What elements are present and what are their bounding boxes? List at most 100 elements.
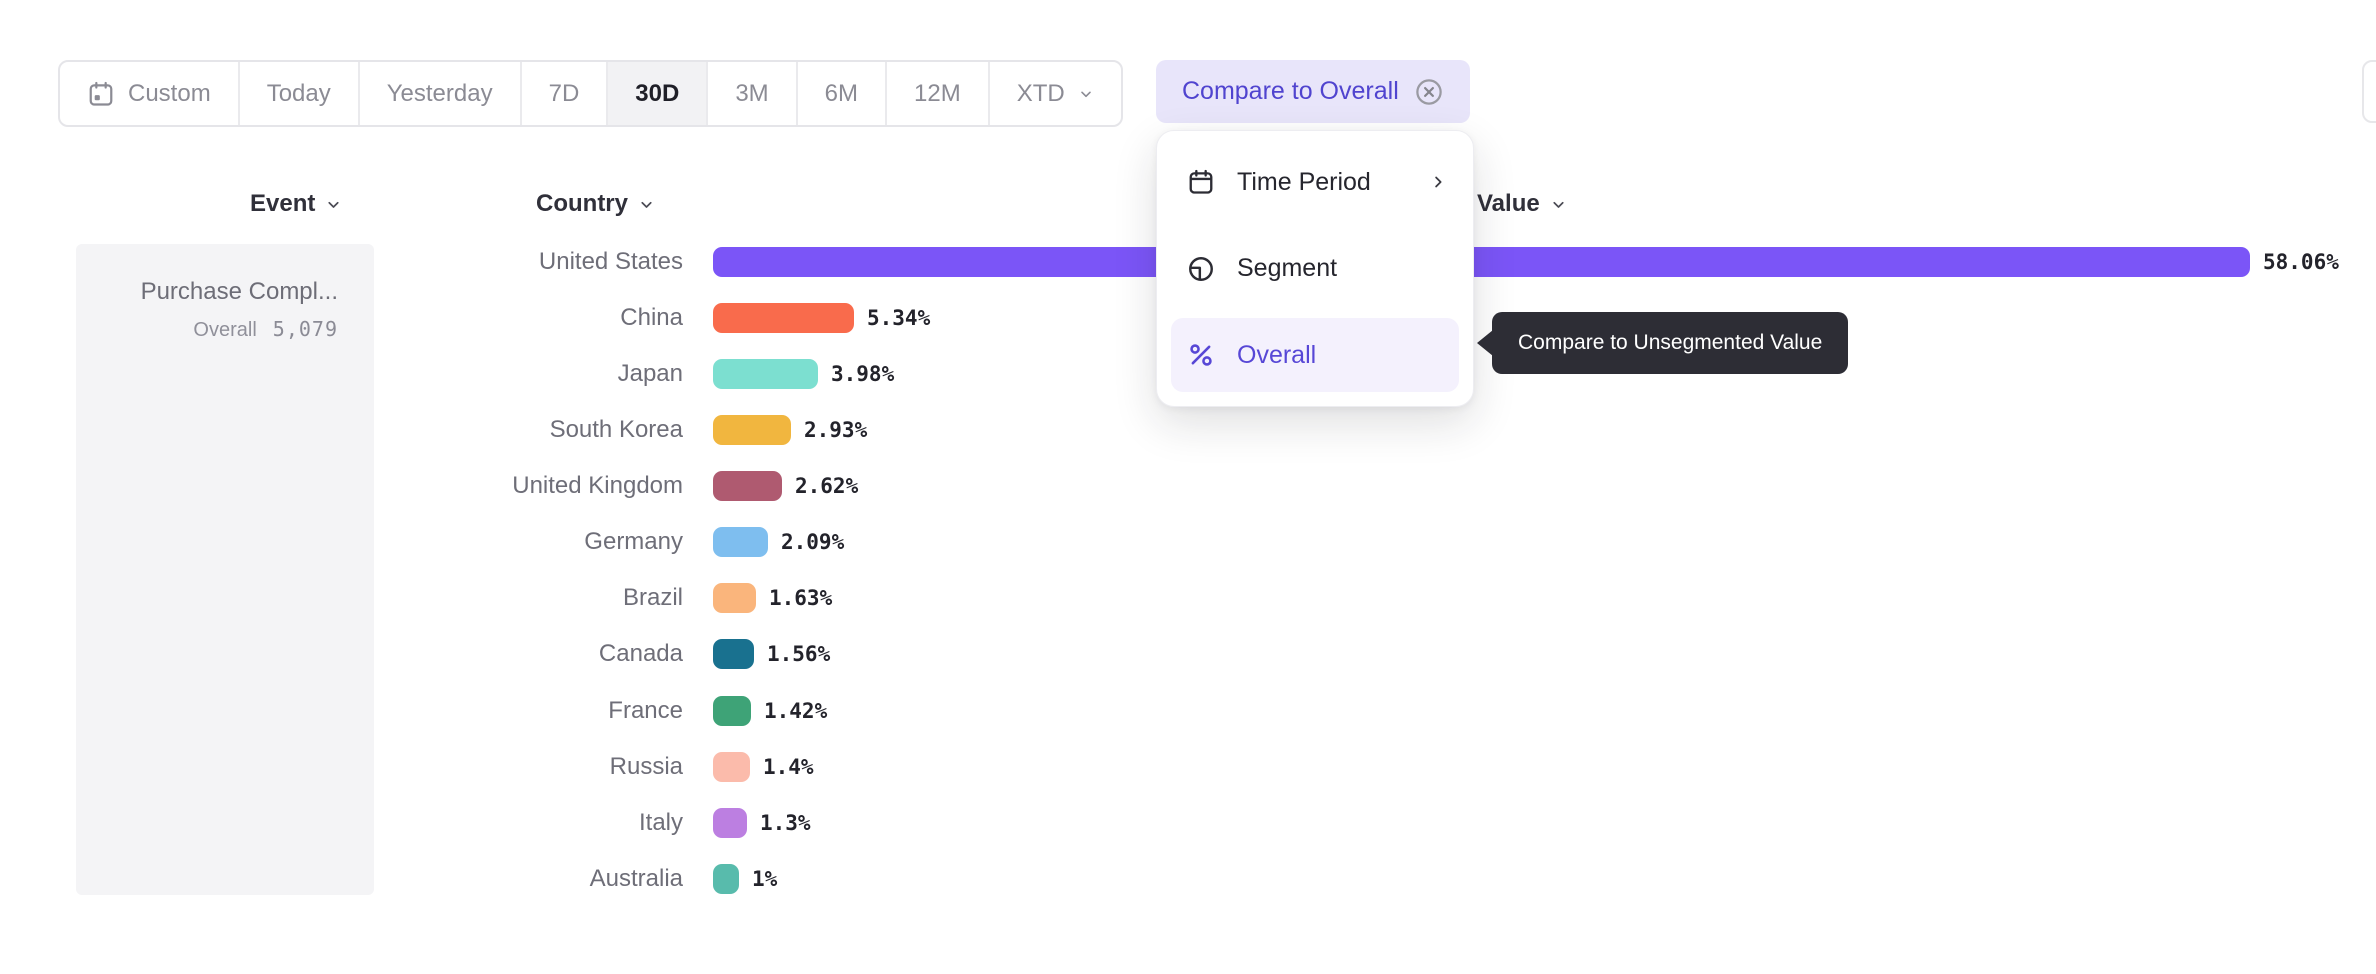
chart-row-australia: Australia 1% xyxy=(0,864,2376,894)
period-button-today[interactable]: Today xyxy=(240,62,360,125)
country-bar[interactable] xyxy=(713,696,751,726)
chart-row-united-states: United States 58.06% xyxy=(0,247,2376,277)
country-label: Germany xyxy=(584,528,683,555)
country-label: United Kingdom xyxy=(512,472,683,499)
chart-row-italy: Italy 1.3% xyxy=(0,808,2376,838)
period-button-label: Today xyxy=(266,79,331,107)
chevron-down-icon xyxy=(1550,196,1567,213)
country-bar[interactable] xyxy=(713,303,854,333)
country-bar[interactable] xyxy=(713,583,756,613)
country-bar[interactable] xyxy=(713,808,747,838)
country-label: Russia xyxy=(609,753,683,780)
country-label: South Korea xyxy=(549,416,683,443)
period-button-30d[interactable]: 30D xyxy=(608,62,709,125)
tooltip-text: Compare to Unsegmented Value xyxy=(1518,331,1823,354)
period-button-label: 6M xyxy=(824,79,858,107)
value-column-header[interactable]: Value xyxy=(1477,190,1567,218)
menu-item-segment[interactable]: Segment xyxy=(1171,232,1459,306)
chart-row-germany: Germany 2.09% xyxy=(0,527,2376,557)
period-button-12m[interactable]: 12M xyxy=(887,62,990,125)
country-label: United States xyxy=(538,248,683,275)
period-button-label: XTD xyxy=(1016,79,1065,107)
chart-row-south-korea: South Korea 2.93% xyxy=(0,415,2376,445)
compare-pill-label: Compare to Overall xyxy=(1182,77,1399,105)
menu-item-overall[interactable]: Overall xyxy=(1171,318,1459,392)
country-label: Australia xyxy=(589,865,683,892)
country-bar[interactable] xyxy=(713,415,791,445)
calendar-period-icon xyxy=(1187,168,1215,196)
period-button-yesterday[interactable]: Yesterday xyxy=(360,62,522,125)
chevron-right-icon xyxy=(1429,173,1447,191)
segment-icon xyxy=(1187,255,1215,283)
remove-compare-icon[interactable] xyxy=(1414,77,1444,107)
clipped-control-right-edge xyxy=(2362,60,2376,123)
period-button-xtd[interactable]: XTD xyxy=(990,62,1121,125)
menu-item-time-period[interactable]: Time Period xyxy=(1171,145,1459,219)
chevron-down-icon xyxy=(638,196,655,213)
event-header-label: Event xyxy=(250,190,316,217)
country-column-header[interactable]: Country xyxy=(536,190,655,218)
country-bar[interactable] xyxy=(713,752,750,782)
chart-row-canada: Canada 1.56% xyxy=(0,639,2376,669)
period-button-3m[interactable]: 3M xyxy=(708,62,798,125)
country-bar[interactable] xyxy=(713,471,782,501)
menu-item-label: Time Period xyxy=(1237,167,1371,196)
country-label: Italy xyxy=(638,809,683,836)
country-value: 2.93% xyxy=(804,418,868,442)
chart-row-russia: Russia 1.4% xyxy=(0,752,2376,782)
period-button-label: 12M xyxy=(914,79,961,107)
country-value: 2.09% xyxy=(781,530,845,554)
event-overall-row: Overall 5,079 xyxy=(76,317,338,342)
country-value: 1.42% xyxy=(764,699,828,723)
period-button-label: 30D xyxy=(635,79,680,107)
period-button-label: Custom xyxy=(128,79,211,107)
country-value: 3.98% xyxy=(831,362,895,386)
country-value: 1.3% xyxy=(760,811,811,835)
overall-label: Overall xyxy=(193,319,257,341)
chart-row-france: France 1.42% xyxy=(0,696,2376,726)
menu-item-label: Overall xyxy=(1237,340,1317,369)
period-button-custom[interactable]: Custom xyxy=(60,62,240,125)
country-label: Japan xyxy=(617,360,683,387)
chevron-down-icon xyxy=(1078,86,1094,102)
menu-item-label: Segment xyxy=(1237,254,1338,282)
overall-tooltip: Compare to Unsegmented Value xyxy=(1476,312,1849,374)
compare-dropdown-menu: Time Period Segment Overall xyxy=(1156,130,1474,407)
period-button-7d[interactable]: 7D xyxy=(522,62,609,125)
period-button-label: 7D xyxy=(548,79,580,107)
country-label: Canada xyxy=(598,640,683,667)
event-name: Purchase Compl... xyxy=(140,278,338,305)
period-button-label: 3M xyxy=(735,79,769,107)
percent-icon xyxy=(1187,341,1215,369)
event-panel[interactable]: Purchase Compl... Overall 5,079 xyxy=(76,244,374,895)
compare-to-overall-pill[interactable]: Compare to Overall xyxy=(1156,60,1470,123)
country-bar[interactable] xyxy=(713,639,754,669)
value-header-label: Value xyxy=(1477,190,1540,217)
chart-row-brazil: Brazil 1.63% xyxy=(0,583,2376,613)
event-column-header[interactable]: Event xyxy=(250,190,342,218)
country-value: 1.63% xyxy=(769,586,833,610)
period-button-label: Yesterday xyxy=(386,79,493,107)
country-header-label: Country xyxy=(536,190,628,217)
country-label: Brazil xyxy=(622,584,683,611)
chart-row-china: China 5.34% xyxy=(0,303,2376,333)
country-value: 1% xyxy=(752,867,778,891)
chart-row-japan: Japan 3.98% xyxy=(0,359,2376,389)
country-bar[interactable] xyxy=(713,247,2250,277)
country-bar[interactable] xyxy=(713,527,768,557)
country-bar[interactable] xyxy=(713,864,739,894)
overall-count: 5,079 xyxy=(272,317,338,341)
chevron-down-icon xyxy=(325,196,342,213)
country-label: China xyxy=(620,304,683,331)
country-value: 5.34% xyxy=(867,306,931,330)
chart-row-united-kingdom: United Kingdom 2.62% xyxy=(0,471,2376,501)
calendar-icon xyxy=(87,80,115,108)
country-value: 1.56% xyxy=(767,642,831,666)
country-label: France xyxy=(608,697,683,724)
country-value: 1.4% xyxy=(763,755,814,779)
period-button-6m[interactable]: 6M xyxy=(798,62,887,125)
date-range-toolbar: Custom Today Yesterday 7D 30D 3M 6M 12M XTD xyxy=(58,60,1123,127)
country-value: 2.62% xyxy=(795,474,859,498)
country-bar[interactable] xyxy=(713,359,818,389)
